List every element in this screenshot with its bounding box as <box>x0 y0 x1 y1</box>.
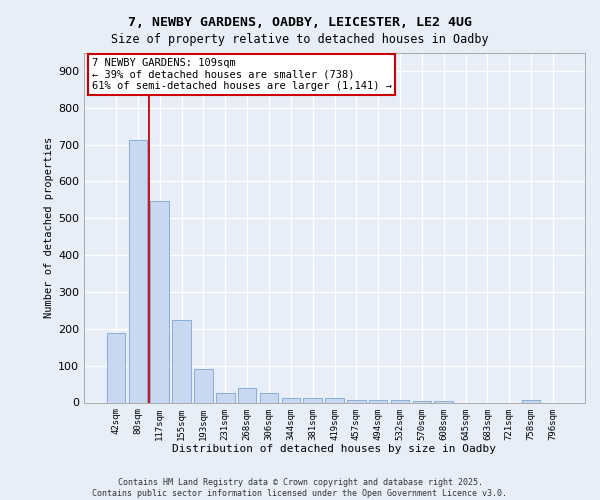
Bar <box>238 388 256 402</box>
Text: 7 NEWBY GARDENS: 109sqm
← 39% of detached houses are smaller (738)
61% of semi-d: 7 NEWBY GARDENS: 109sqm ← 39% of detache… <box>92 58 392 91</box>
Bar <box>325 398 344 402</box>
Bar <box>151 201 169 402</box>
Bar <box>128 140 147 402</box>
Bar <box>369 400 388 402</box>
Bar <box>194 368 213 402</box>
Bar <box>172 320 191 402</box>
Bar <box>347 400 365 402</box>
Bar <box>391 400 409 402</box>
Text: 7, NEWBY GARDENS, OADBY, LEICESTER, LE2 4UG: 7, NEWBY GARDENS, OADBY, LEICESTER, LE2 … <box>128 16 472 29</box>
Bar <box>107 332 125 402</box>
Bar <box>413 400 431 402</box>
Bar <box>522 400 541 402</box>
Bar <box>304 398 322 402</box>
X-axis label: Distribution of detached houses by size in Oadby: Distribution of detached houses by size … <box>173 444 497 454</box>
Bar <box>260 393 278 402</box>
Bar <box>216 392 235 402</box>
Y-axis label: Number of detached properties: Number of detached properties <box>44 137 54 318</box>
Text: Size of property relative to detached houses in Oadby: Size of property relative to detached ho… <box>111 32 489 46</box>
Bar <box>281 398 300 402</box>
Text: Contains HM Land Registry data © Crown copyright and database right 2025.
Contai: Contains HM Land Registry data © Crown c… <box>92 478 508 498</box>
